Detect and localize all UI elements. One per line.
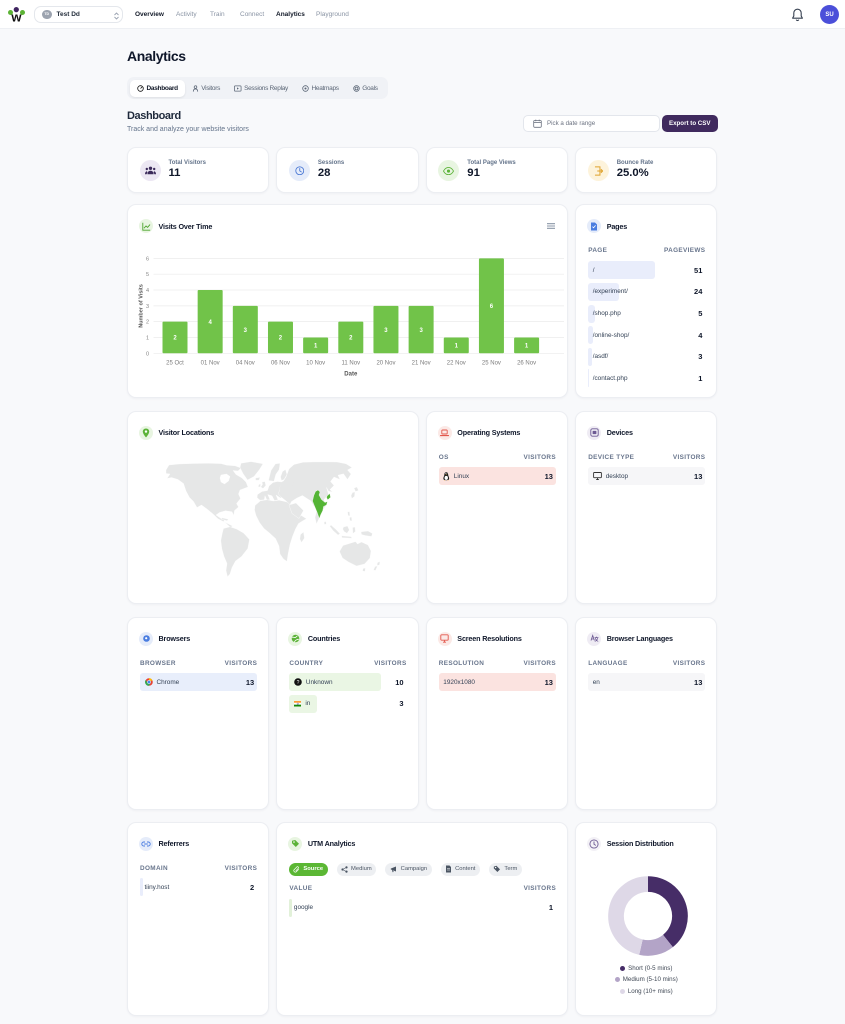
svg-text:2: 2 [173, 336, 177, 342]
svg-text:26 Nov: 26 Nov [517, 361, 536, 367]
svg-text:6: 6 [146, 257, 149, 263]
svg-text:1: 1 [314, 344, 318, 350]
svg-text:1: 1 [455, 344, 459, 350]
svg-text:3: 3 [384, 328, 388, 334]
svg-text:0: 0 [146, 352, 149, 358]
svg-text:04 Nov: 04 Nov [236, 361, 255, 367]
svg-text:4: 4 [146, 288, 149, 294]
svg-text:3: 3 [244, 328, 248, 334]
svg-text:10 Nov: 10 Nov [306, 361, 325, 367]
svg-text:1: 1 [525, 344, 529, 350]
svg-text:Number of Visits: Number of Visits [139, 285, 145, 329]
svg-text:4: 4 [208, 320, 212, 326]
svg-text:Date: Date [344, 372, 358, 378]
svg-text:?: ? [297, 680, 300, 686]
svg-text:1: 1 [146, 336, 149, 342]
svg-text:21 Nov: 21 Nov [412, 361, 431, 367]
svg-text:3: 3 [146, 304, 149, 310]
svg-text:20 Nov: 20 Nov [376, 361, 395, 367]
svg-text:6: 6 [490, 304, 494, 310]
svg-text:11 Nov: 11 Nov [342, 361, 361, 367]
svg-text:2: 2 [146, 320, 149, 326]
svg-text:w: w [10, 10, 22, 25]
svg-text:5: 5 [146, 273, 149, 279]
svg-text:25 Nov: 25 Nov [482, 361, 501, 367]
svg-text:2: 2 [279, 336, 283, 342]
svg-text:25 Oct: 25 Oct [166, 361, 184, 367]
svg-text:2: 2 [349, 336, 353, 342]
svg-text:06 Nov: 06 Nov [271, 361, 290, 367]
svg-text:01 Nov: 01 Nov [201, 361, 220, 367]
svg-text:22 Nov: 22 Nov [447, 361, 466, 367]
svg-text:3: 3 [419, 328, 423, 334]
